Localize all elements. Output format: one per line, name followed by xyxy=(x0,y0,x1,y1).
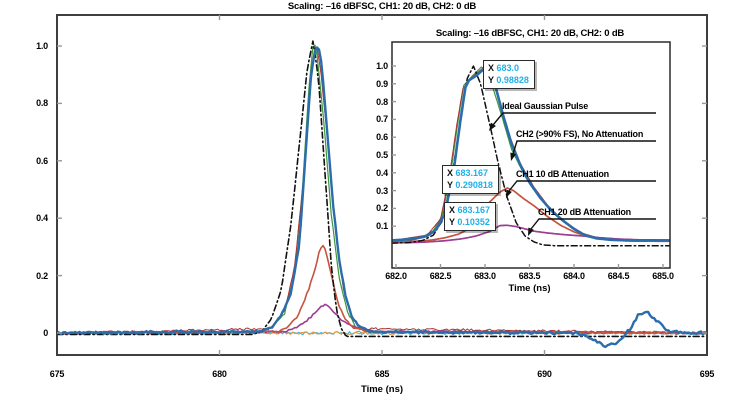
main-chart-title: Scaling: –16 dBFSC, CH1: 20 dB, CH2: 0 d… xyxy=(287,1,477,12)
cursor-readout-peak: X 683.0 Y 0.98828 xyxy=(483,60,535,89)
cursor-readout-ch1-20db: X 683.167 Y 0.10352 xyxy=(444,202,497,231)
cursor-y-row: Y 0.290818 xyxy=(447,180,493,192)
cursor-y-row: Y 0.10352 xyxy=(449,217,490,229)
cursor-x-value: 683.167 xyxy=(455,168,489,178)
cursor-readout-ch1-10db: X 683.167 Y 0.290818 xyxy=(442,165,499,194)
inset-x-axis-label: Time (ns) xyxy=(508,283,551,294)
cursor-x-value: 683.0 xyxy=(496,63,520,73)
annotation-ch1-20db-attenuation: CH1 20 dB Attenuation xyxy=(538,207,631,217)
cursor-y-value: 0.10352 xyxy=(457,216,490,227)
cursor-x-label: X xyxy=(488,63,497,73)
annotation-ch1-10db-attenuation: CH1 10 dB Attenuation xyxy=(516,169,609,179)
inset-chart-title: Scaling: –16 dBFSC, CH1: 20 dB, CH2: 0 d… xyxy=(435,28,625,39)
cursor-y-value: 0.98828 xyxy=(496,74,529,85)
main-x-axis-label: Time (ns) xyxy=(360,384,404,395)
cursor-x-row: X 683.167 xyxy=(447,168,493,180)
cursor-x-label: X xyxy=(449,205,458,215)
cursor-y-label: Y xyxy=(449,216,458,227)
annotation-ideal-gaussian-pulse: Ideal Gaussian Pulse xyxy=(502,101,589,111)
cursor-x-value: 683.167 xyxy=(457,205,491,215)
cursor-x-row: X 683.167 xyxy=(449,205,490,217)
cursor-y-value: 0.290818 xyxy=(455,179,493,190)
cursor-y-label: Y xyxy=(447,179,456,190)
cursor-x-label: X xyxy=(447,168,456,178)
cursor-y-label: Y xyxy=(488,74,497,85)
cursor-y-row: Y 0.98828 xyxy=(488,75,529,87)
cursor-x-row: X 683.0 xyxy=(488,63,529,75)
annotation-ch2-no-attenuation: CH2 (>90% FS), No Attenuation xyxy=(516,129,644,139)
